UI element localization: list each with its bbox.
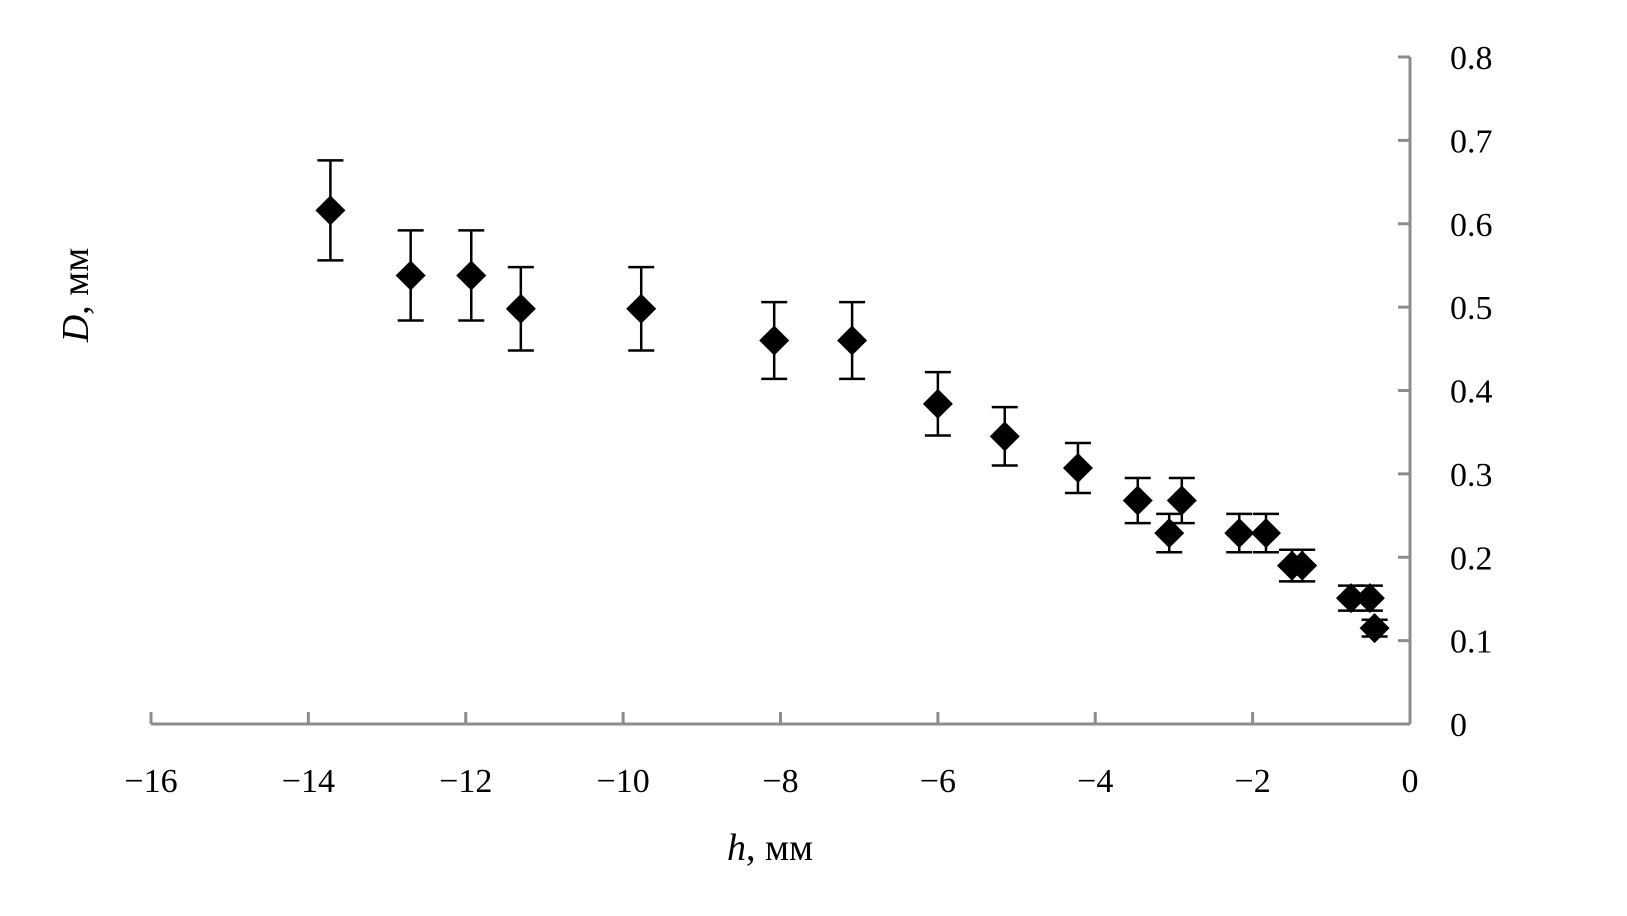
diamond-marker bbox=[456, 260, 487, 291]
data-point bbox=[989, 405, 1020, 467]
x-tick-label: −14 bbox=[282, 763, 335, 800]
x-tick-label: −6 bbox=[920, 763, 956, 800]
diamond-marker bbox=[315, 195, 346, 226]
diamond-marker bbox=[1335, 583, 1366, 614]
data-point bbox=[1354, 583, 1385, 614]
diamond-marker bbox=[989, 421, 1020, 452]
y-axis-label: D, мм bbox=[55, 248, 97, 344]
y-tick-label: 0.5 bbox=[1450, 290, 1493, 327]
x-tick-label: −8 bbox=[762, 763, 798, 800]
diamond-marker bbox=[505, 293, 536, 324]
x-tick-label: 0 bbox=[1402, 763, 1419, 800]
data-point bbox=[1166, 476, 1197, 525]
diamond-marker bbox=[1154, 518, 1185, 549]
y-tick-label: 0.3 bbox=[1450, 457, 1493, 494]
y-tick-label: 0.4 bbox=[1450, 374, 1493, 411]
diamond-marker bbox=[1224, 518, 1255, 549]
y-tick-label: 0.1 bbox=[1450, 624, 1493, 661]
diamond-marker bbox=[1354, 583, 1385, 614]
y-tick-label: 0.8 bbox=[1450, 40, 1493, 77]
y-tick-label: 0.2 bbox=[1450, 540, 1493, 577]
diamond-marker bbox=[626, 293, 657, 324]
data-point bbox=[505, 265, 536, 352]
data-point bbox=[1122, 476, 1153, 525]
diamond-marker bbox=[1122, 485, 1153, 516]
x-tick-label: −12 bbox=[439, 763, 492, 800]
data-point bbox=[1154, 512, 1185, 554]
diamond-marker bbox=[1287, 550, 1318, 581]
diamond-marker bbox=[1251, 518, 1282, 549]
data-point bbox=[922, 370, 953, 437]
data-point bbox=[1224, 512, 1255, 554]
diamond-marker bbox=[922, 388, 953, 419]
x-axis-label-unit: , мм bbox=[746, 827, 813, 869]
diamond-marker bbox=[837, 325, 868, 356]
x-tick-label: −10 bbox=[597, 763, 650, 800]
y-axis-label-unit: , мм bbox=[55, 248, 97, 315]
data-points bbox=[315, 159, 1390, 644]
y-axis-label-var: D bbox=[55, 315, 97, 343]
data-point bbox=[837, 300, 868, 381]
diamond-marker bbox=[1062, 453, 1093, 484]
x-axis-label-var: h bbox=[727, 827, 746, 869]
data-point bbox=[759, 300, 790, 381]
y-tick-label: 0.7 bbox=[1450, 123, 1493, 160]
data-point bbox=[395, 229, 426, 322]
x-tick-label: −2 bbox=[1235, 763, 1271, 800]
data-point bbox=[626, 265, 657, 352]
data-point bbox=[315, 159, 346, 262]
axes: −16 −14 −12 −10 −8 −6 −4 −2 00 0.1 0.2 0.3 0.4 0.5 0.6… bbox=[124, 40, 1492, 800]
y-tick-label: 0.6 bbox=[1450, 207, 1493, 244]
data-point bbox=[456, 229, 487, 322]
data-point bbox=[1287, 548, 1318, 583]
diamond-marker bbox=[1166, 485, 1197, 516]
x-tick-label: −4 bbox=[1077, 763, 1113, 800]
data-point bbox=[1251, 512, 1282, 554]
x-axis-label: h, мм bbox=[727, 827, 813, 869]
x-tick-label: −16 bbox=[124, 763, 177, 800]
diamond-marker bbox=[395, 260, 426, 291]
y-tick-label: 0 bbox=[1450, 707, 1467, 744]
diamond-marker bbox=[1359, 613, 1390, 644]
data-point bbox=[1062, 441, 1093, 495]
diamond-marker bbox=[759, 325, 790, 356]
data-point bbox=[1359, 613, 1390, 644]
